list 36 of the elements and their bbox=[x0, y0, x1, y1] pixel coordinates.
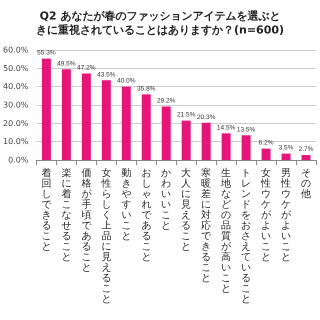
category-label: 価格が手頃であること bbox=[81, 168, 92, 274]
bar bbox=[182, 120, 191, 160]
bar bbox=[42, 58, 51, 160]
chart-title: Q2 あなたが春のファッションアイテムを選ぶときに重視されていることはありますか？(n=600) bbox=[36, 10, 284, 36]
category-label: トレンドをおさえていること bbox=[241, 168, 252, 305]
x-tick-label: かわいいこと bbox=[161, 168, 172, 232]
bar bbox=[82, 73, 91, 160]
category-label: おしゃれであること bbox=[141, 168, 152, 263]
y-tick-label: 50.0% bbox=[2, 64, 29, 73]
y-tick-label: 60.0% bbox=[2, 46, 29, 54]
x-tick-label: 着回しできること bbox=[41, 166, 52, 252]
category-label: 生地などの品質が高いこと bbox=[221, 168, 232, 294]
bar bbox=[122, 86, 131, 160]
y-tick-label: 0.0% bbox=[8, 156, 29, 164]
bar bbox=[62, 69, 71, 160]
x-tick-label: 大人に見えること bbox=[181, 166, 192, 252]
y-tick-label: 10.0% bbox=[2, 137, 29, 146]
category-label: 男性ウケがよいこと bbox=[281, 168, 292, 263]
category-label: 寒暖差に対応できること bbox=[201, 168, 212, 284]
category-label: 楽に着こなせること bbox=[61, 168, 72, 263]
bar bbox=[282, 154, 291, 160]
bar bbox=[242, 135, 251, 160]
bar bbox=[222, 133, 231, 160]
bar bbox=[262, 148, 271, 160]
bar bbox=[202, 122, 211, 160]
x-tick-label: その他 bbox=[301, 168, 312, 200]
y-tick-label: 20.0% bbox=[2, 118, 29, 128]
category-label: 女性らしく上品に見えること bbox=[101, 168, 112, 305]
y-tick-label: 30.0% bbox=[2, 100, 29, 110]
bar bbox=[302, 155, 311, 160]
bar bbox=[162, 106, 171, 160]
bar bbox=[102, 80, 111, 160]
category-label: 女性ウケがよいこと bbox=[261, 168, 272, 263]
y-tick-label: 40.0% bbox=[2, 82, 29, 92]
bar bbox=[142, 94, 151, 160]
x-tick-label: 動きやすいこと bbox=[121, 168, 132, 242]
